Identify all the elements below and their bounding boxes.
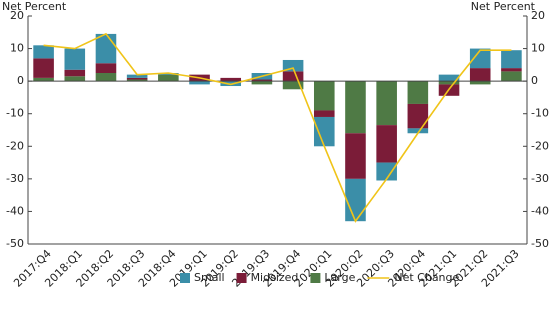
y2-tick-label: -20 bbox=[531, 139, 549, 152]
bar bbox=[345, 178, 366, 222]
bar bbox=[407, 103, 429, 129]
bar bbox=[407, 81, 429, 104]
y2-tick-label: 0 bbox=[531, 74, 538, 87]
bar bbox=[282, 71, 304, 82]
bar bbox=[95, 63, 117, 73]
bar bbox=[64, 76, 86, 82]
bar bbox=[376, 125, 397, 163]
legend-swatch bbox=[180, 273, 190, 283]
bar bbox=[345, 133, 366, 179]
legend-label: Large bbox=[324, 271, 355, 284]
y-axis-label: Net Percent bbox=[2, 0, 67, 13]
legend-label: Midsized bbox=[251, 271, 299, 284]
bar bbox=[282, 59, 304, 72]
bar bbox=[158, 73, 179, 75]
y2-tick-label: -30 bbox=[531, 172, 549, 185]
y-tick-label: -30 bbox=[6, 172, 24, 185]
bar bbox=[501, 68, 522, 72]
bar bbox=[189, 81, 210, 85]
y-tick-label: -20 bbox=[6, 139, 24, 152]
bar bbox=[438, 74, 460, 82]
bar bbox=[376, 81, 397, 126]
bar bbox=[126, 74, 148, 78]
bar bbox=[158, 74, 179, 82]
bar bbox=[501, 50, 522, 69]
bar bbox=[469, 81, 491, 85]
y2-tick-label: -40 bbox=[531, 204, 549, 217]
line bbox=[43, 32, 512, 223]
bar bbox=[95, 73, 117, 82]
bar bbox=[64, 48, 86, 70]
bar bbox=[64, 69, 86, 77]
bar bbox=[469, 48, 491, 69]
y-tick-label: 20 bbox=[10, 9, 24, 22]
bar bbox=[126, 79, 148, 82]
bar bbox=[313, 81, 335, 111]
bar bbox=[282, 81, 304, 90]
bar bbox=[313, 110, 335, 117]
y-tick-label: -40 bbox=[6, 204, 24, 217]
bar bbox=[438, 81, 460, 85]
bar bbox=[126, 77, 148, 80]
bar bbox=[33, 58, 54, 78]
y-tick-label: -50 bbox=[6, 237, 24, 250]
bar bbox=[345, 81, 366, 134]
y-tick-label: 10 bbox=[10, 42, 24, 55]
bar bbox=[220, 77, 242, 82]
y2-tick-label: 20 bbox=[531, 9, 545, 22]
bar bbox=[33, 45, 54, 59]
bar bbox=[33, 77, 54, 82]
legend-swatch bbox=[310, 273, 321, 283]
bar bbox=[251, 81, 273, 85]
bar bbox=[376, 162, 397, 181]
legend-label: Small bbox=[194, 271, 225, 284]
bar bbox=[501, 71, 522, 82]
bar bbox=[313, 116, 335, 147]
bar bbox=[95, 33, 117, 64]
bar bbox=[469, 68, 491, 82]
bar bbox=[251, 79, 273, 82]
legend-swatch bbox=[236, 273, 247, 283]
y2-axis-label: Net Percent bbox=[471, 0, 536, 13]
y2-tick-label: -50 bbox=[531, 237, 549, 250]
y-tick-label: 0 bbox=[17, 74, 24, 87]
y-tick-label: -10 bbox=[6, 107, 24, 120]
y2-tick-label: 10 bbox=[531, 42, 545, 55]
bar bbox=[407, 128, 429, 134]
legend-label: Net Change bbox=[394, 271, 459, 284]
y2-tick-label: -10 bbox=[531, 107, 549, 120]
